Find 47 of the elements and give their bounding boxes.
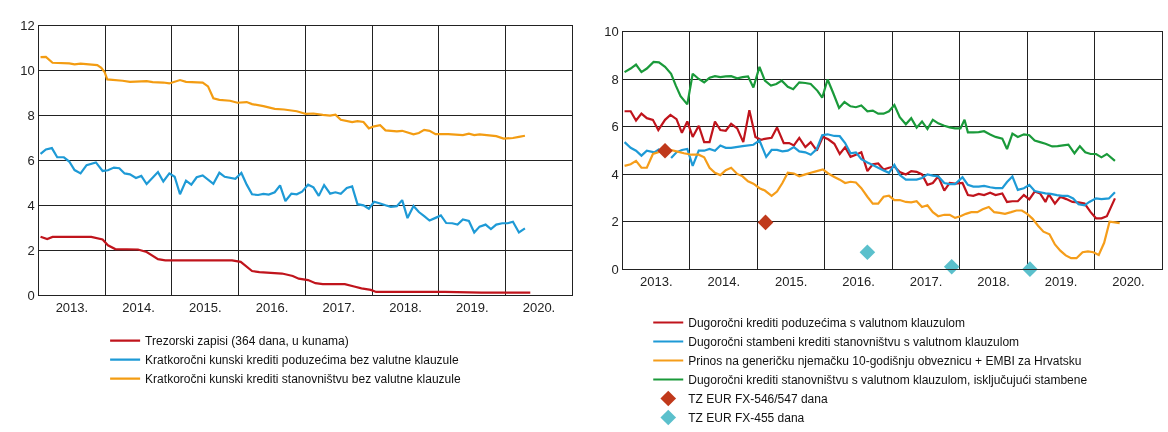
point	[657, 142, 673, 159]
x-tick-label: 2015.	[774, 273, 808, 289]
legend-label: Trezorski zapisi (364 dana, u kunama)	[145, 334, 349, 349]
legend-label: Dugoročni stambeni krediti stanovništvu s valutnom klauzulom	[688, 335, 1020, 350]
legend-label: Dugoročni krediti poduzećima s valutnom klauzulom	[688, 316, 966, 331]
x-tick-label: 2018.	[389, 299, 422, 315]
legend-label: TZ EUR FX-455 dana	[688, 411, 805, 426]
legend-label: Kratkoročni kunski krediti stanovništvu bez valutne klauzule	[145, 372, 461, 387]
line-series	[623, 109, 1117, 220]
legend-label: Kratkoročni kunski krediti poduzećima bez valutne klauzule	[145, 353, 459, 368]
x-tick-label: 2018.	[977, 273, 1010, 289]
line-series	[39, 55, 527, 140]
y-tick-label: 10	[20, 63, 35, 79]
y-tick-label: 6	[611, 119, 619, 135]
y-tick-label: 4	[611, 166, 619, 182]
legend-label: TZ EUR FX-546/547 dana	[688, 392, 828, 407]
y-tick-label: 8	[611, 71, 619, 87]
y-tick-label: 10	[604, 24, 619, 40]
y-tick-label: 0	[611, 261, 619, 277]
y-tick-label: 2	[611, 214, 619, 230]
y-tick-label: 0	[27, 287, 35, 303]
x-tick-label: 2016.	[255, 299, 289, 315]
x-tick-label: 2013.	[640, 273, 673, 289]
point	[943, 258, 960, 275]
legend-label: Prinos na generičku njemačku 10-godišnju obveznicu + EMBI za Hrvatsku	[688, 354, 1082, 369]
y-tick-label: 2	[27, 242, 35, 258]
line-series	[623, 60, 1117, 162]
line-series	[39, 146, 527, 234]
x-tick-label: 2014.	[707, 273, 740, 289]
y-tick-label: 4	[27, 197, 35, 213]
x-tick-label: 2020.	[1112, 273, 1145, 289]
x-tick-label: 2019.	[1044, 273, 1078, 289]
y-tick-label: 8	[27, 108, 35, 124]
point	[859, 244, 876, 261]
legend-label: Dugoročni krediti stanovništvu s valutnom klauzulom, isključujući stambene	[688, 373, 1088, 388]
line-series	[39, 235, 532, 294]
x-tick-label: 2015.	[189, 299, 222, 315]
y-tick-label: 12	[20, 18, 35, 34]
x-tick-label: 2020.	[522, 299, 556, 315]
y-tick-label: 6	[27, 152, 35, 168]
point	[757, 214, 774, 231]
x-tick-label: 2016.	[842, 273, 875, 289]
x-tick-label: 2017.	[909, 273, 943, 289]
x-tick-label: 2013.	[55, 299, 89, 315]
x-tick-label: 2017.	[322, 299, 356, 315]
x-tick-label: 2014.	[122, 299, 155, 315]
x-tick-label: 2019.	[455, 299, 489, 315]
